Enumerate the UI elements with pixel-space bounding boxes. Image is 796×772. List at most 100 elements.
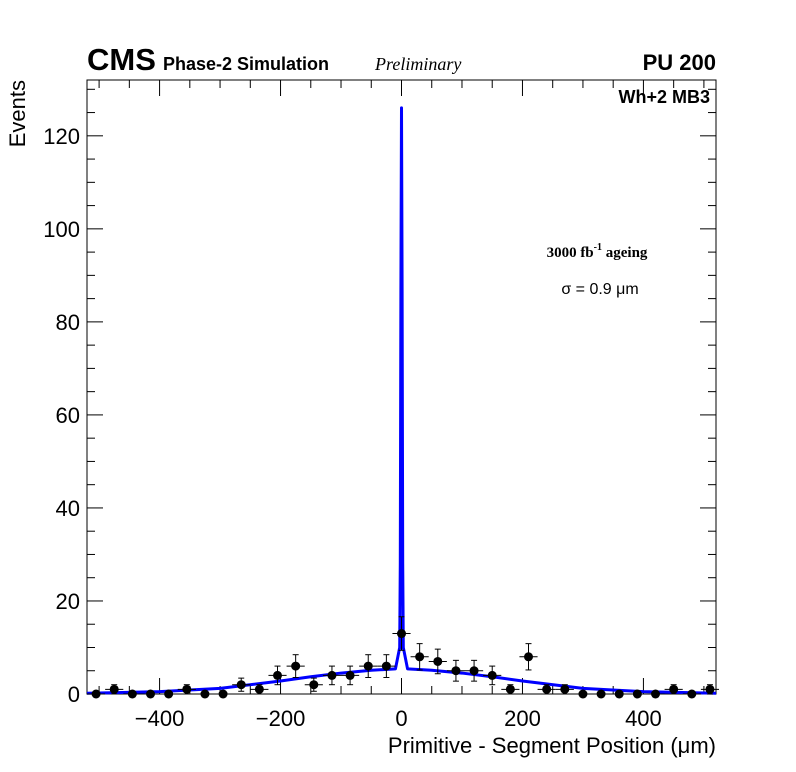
sigma-label: σ = 0.9 μm — [561, 281, 638, 298]
data-marker — [705, 684, 715, 694]
data-marker — [397, 629, 406, 639]
data-marker — [651, 689, 661, 699]
data-marker — [291, 661, 301, 671]
fit-curve-line — [86, 106, 717, 695]
x-axis-title: Primitive - Segment Position (μm) — [388, 733, 716, 758]
data-point — [286, 654, 305, 678]
ageing-suffix: ageing — [602, 245, 648, 261]
x-tick-label: −400 — [135, 706, 185, 731]
ageing-base: 3000 fb — [547, 245, 594, 261]
data-marker — [164, 689, 174, 699]
data-marker — [487, 670, 497, 680]
data-marker — [363, 661, 373, 671]
data-marker — [596, 689, 606, 699]
data-marker — [687, 689, 697, 699]
data-point — [159, 689, 178, 699]
x-tick-label: −200 — [256, 706, 306, 731]
data-point — [410, 643, 429, 671]
data-point — [664, 684, 683, 695]
axis-tick-labels: −400 −200 0 200 400 0 20 40 60 80 100 120 — [43, 124, 662, 731]
y-tick-label: 0 — [68, 682, 80, 707]
data-marker — [560, 684, 570, 694]
data-point — [700, 684, 720, 695]
y-tick-label: 120 — [43, 124, 80, 149]
axis-ticks — [87, 80, 716, 695]
data-marker — [415, 652, 425, 662]
data-marker — [632, 689, 642, 699]
data-point — [610, 689, 629, 699]
data-marker — [309, 680, 319, 690]
data-point — [592, 689, 611, 699]
fit-curve-layer — [86, 106, 717, 695]
data-points-layer — [87, 616, 720, 699]
cms-label: CMS — [87, 42, 156, 77]
data-point — [377, 654, 396, 678]
ageing-label: 3000 fb-1 ageing — [547, 242, 648, 261]
region-label: Wh+2 MB3 — [618, 87, 710, 107]
data-marker — [524, 652, 534, 662]
data-point — [519, 643, 538, 671]
data-marker — [109, 684, 119, 694]
data-marker — [327, 670, 337, 680]
data-point — [232, 677, 251, 692]
data-point — [628, 689, 647, 699]
data-point — [123, 689, 142, 699]
data-point — [555, 684, 574, 695]
y-tick-label: 80 — [56, 310, 80, 335]
data-marker — [218, 689, 228, 699]
data-point — [87, 689, 106, 699]
data-marker — [254, 684, 264, 694]
data-point — [446, 659, 466, 682]
y-tick-label: 100 — [43, 217, 80, 242]
data-marker — [433, 656, 443, 666]
data-point — [537, 684, 556, 695]
pileup-label: PU 200 — [643, 50, 716, 75]
data-marker — [127, 689, 137, 699]
data-point — [573, 689, 593, 699]
data-marker — [451, 666, 461, 676]
simulation-label: Phase-2 Simulation — [163, 54, 329, 74]
data-point — [195, 689, 215, 699]
data-marker — [381, 661, 391, 671]
y-tick-label: 20 — [56, 589, 80, 614]
data-marker — [200, 689, 210, 699]
data-point — [105, 684, 124, 695]
data-point — [359, 654, 378, 678]
data-point — [322, 665, 342, 686]
data-marker — [182, 684, 192, 694]
data-marker — [273, 670, 283, 680]
data-marker — [91, 689, 101, 699]
data-marker — [146, 689, 156, 699]
y-tick-label: 40 — [56, 496, 80, 521]
data-marker — [542, 684, 552, 694]
data-marker — [578, 689, 588, 699]
data-point — [141, 689, 160, 699]
data-marker — [469, 666, 479, 676]
preliminary-label: Preliminary — [374, 54, 461, 74]
y-tick-label: 60 — [56, 403, 80, 428]
data-point — [392, 616, 411, 651]
data-point — [341, 665, 360, 686]
data-point — [214, 689, 233, 699]
ageing-exponent: -1 — [594, 242, 602, 253]
data-point — [646, 689, 665, 699]
data-point — [501, 684, 520, 695]
data-marker — [669, 684, 679, 694]
data-point — [682, 689, 701, 699]
data-point — [268, 665, 287, 686]
x-tick-label: 200 — [504, 706, 541, 731]
data-marker — [345, 670, 355, 680]
data-point — [483, 665, 502, 686]
data-point — [177, 684, 196, 695]
data-marker — [614, 689, 624, 699]
data-point — [304, 677, 323, 692]
data-point — [465, 659, 484, 682]
data-point — [428, 648, 447, 675]
x-tick-label: 400 — [625, 706, 662, 731]
data-marker — [505, 684, 515, 694]
data-point — [250, 684, 269, 695]
y-axis-title: Events — [5, 80, 30, 147]
data-marker — [236, 680, 246, 690]
x-tick-label: 0 — [395, 706, 407, 731]
